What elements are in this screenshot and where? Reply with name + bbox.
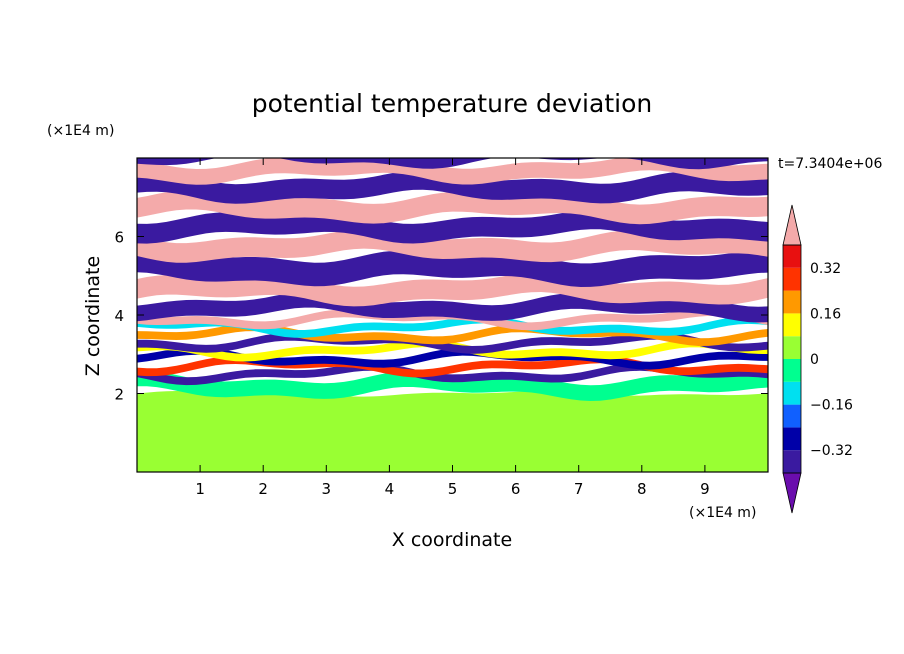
contour-band	[137, 248, 768, 287]
x-tick-label: 1	[195, 480, 205, 498]
colorbar-segment	[783, 313, 801, 337]
x-tick-label: 4	[385, 480, 395, 498]
contour-band	[137, 158, 768, 185]
x-tick-label: 5	[448, 480, 458, 498]
contour-band	[137, 229, 768, 263]
x-axis-unit: (×1E4 m)	[689, 505, 756, 521]
colorbar-segment	[783, 336, 801, 359]
colorbar-tick-label: −0.32	[810, 443, 853, 459]
chart-title: potential temperature deviation	[252, 89, 652, 118]
colorbar-segment	[783, 450, 801, 473]
colorbar-segment	[783, 381, 801, 405]
y-axis-unit: (×1E4 m)	[47, 123, 114, 139]
contour-band	[137, 390, 768, 472]
colorbar-frame	[782, 244, 802, 474]
contour-band	[137, 346, 768, 370]
x-axis: 1 2 3 4 5 6 7 8 9	[195, 158, 710, 498]
colorbar-segment	[783, 290, 801, 314]
colorbar-tick-label: −0.16	[810, 398, 853, 414]
colorbar-segment	[783, 359, 801, 382]
colorbar-tick-label: 0.32	[810, 261, 841, 277]
x-tick-label: 8	[637, 480, 647, 498]
colorbar-segment	[783, 404, 801, 428]
colorbar-tick-label: 0	[810, 352, 819, 368]
y-tick-label: 2	[114, 386, 124, 404]
x-tick-label: 3	[322, 480, 332, 498]
x-tick-label: 7	[574, 480, 584, 498]
colorbar: −0.32 −0.16 0 0.16 0.32	[782, 204, 853, 514]
contour-band	[137, 315, 768, 338]
colorbar-extend-max	[782, 204, 802, 246]
colorbar-segment	[783, 267, 801, 291]
colorbar-segment	[783, 245, 801, 268]
contour-band	[137, 308, 768, 331]
x-axis-label: X coordinate	[392, 529, 512, 551]
contour-band	[137, 170, 768, 204]
colorbar-segment	[783, 427, 801, 451]
contour-band	[137, 362, 768, 386]
plot-area	[137, 158, 768, 472]
colorbar-extend-min	[782, 472, 802, 514]
x-tick-label: 9	[700, 480, 710, 498]
y-tick-label: 6	[114, 229, 124, 247]
y-axis-label: Z coordinate	[82, 256, 104, 376]
contour-band	[137, 370, 768, 401]
contour-band	[137, 189, 768, 225]
y-axis: 2 4 6	[114, 229, 768, 404]
x-tick-label: 6	[511, 480, 521, 498]
x-tick-label: 2	[258, 480, 268, 498]
contour-band	[137, 339, 768, 362]
y-tick-label: 4	[114, 307, 124, 325]
time-label: t=7.3404e+06	[778, 156, 882, 172]
colorbar-tick-label: 0.16	[810, 306, 841, 322]
